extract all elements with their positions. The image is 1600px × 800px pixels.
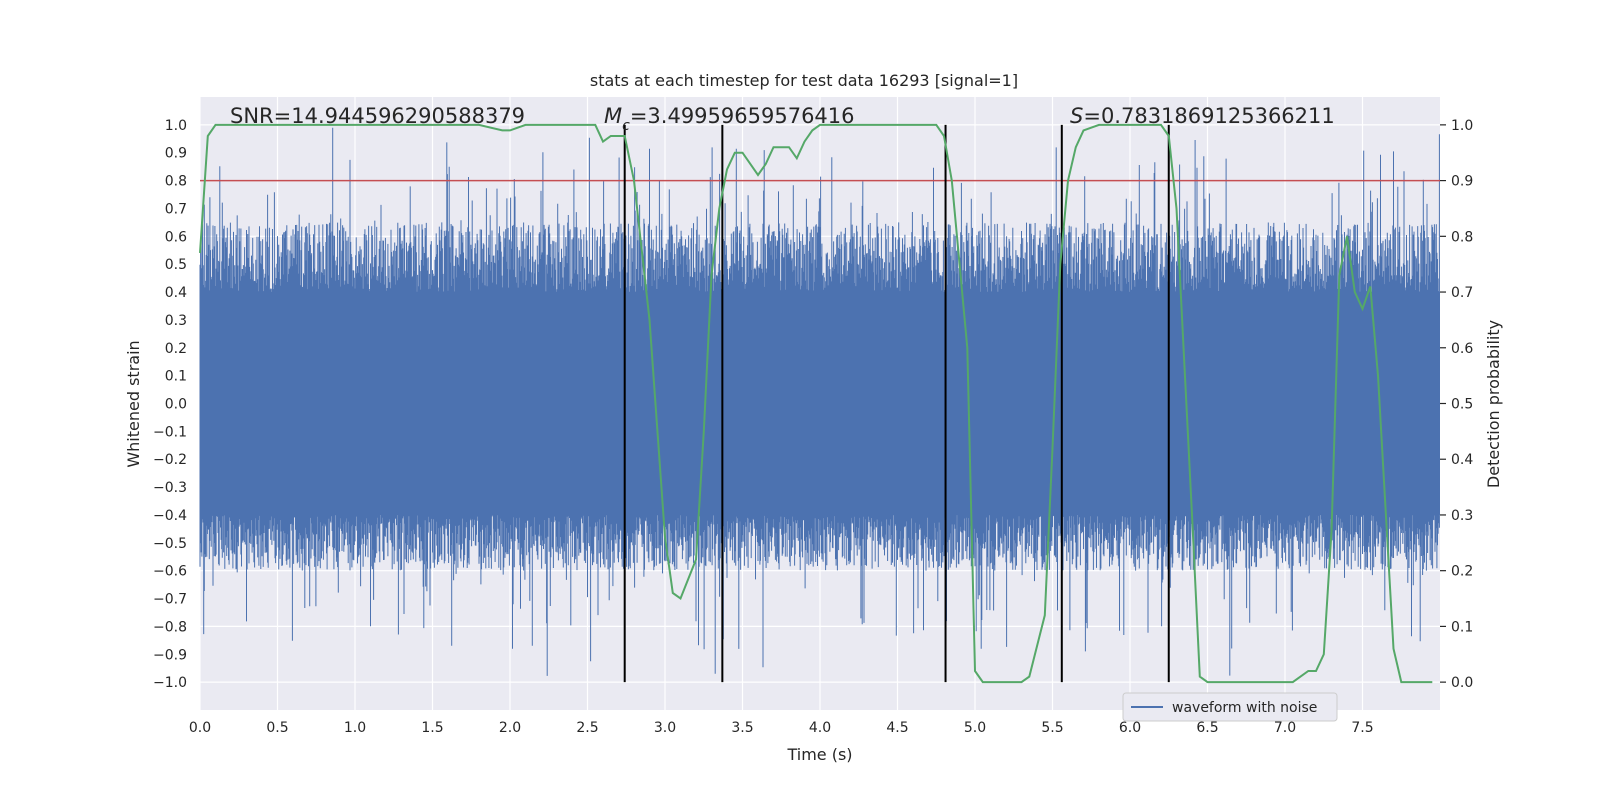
y-right-tick-label: 0.1: [1451, 619, 1473, 635]
detection-probability-series: [199, 123, 1433, 684]
x-tick-label: 6.5: [1196, 720, 1218, 736]
y-left-tick-label: 0.3: [165, 313, 187, 329]
s-annotation: S=0.7831869125366211: [1070, 104, 1335, 128]
y-right-tick-label: 0.2: [1451, 564, 1473, 580]
y-right-tick-label: 0.8: [1451, 229, 1473, 245]
waveform-series: [199, 127, 1440, 676]
x-axis-label: Time (s): [786, 745, 852, 764]
x-tick-label: 3.0: [654, 720, 676, 736]
chirp-mass-annotation: Mc=3.49959659576416: [604, 104, 855, 134]
y-left-tick-label: −0.9: [153, 647, 187, 663]
x-tick-label: 7.0: [1274, 720, 1296, 736]
y-left-axis-label: Whitened strain: [124, 340, 143, 467]
y-right-axis-label: Detection probability: [1484, 320, 1503, 488]
x-tick-label: 0.0: [189, 720, 211, 736]
s-symbol: S: [1070, 104, 1083, 128]
s-value: =0.7831869125366211: [1083, 104, 1334, 128]
y-left-tick-label: −0.4: [153, 508, 187, 524]
x-axis-ticks: 0.0 0.5 1.0 1.5 2.0 2.5 3.0 3.5 4.0 4.5 5.0 5.5 6.0 6…: [189, 720, 1374, 736]
legend-frame: [1122, 692, 1338, 722]
x-tick-label: 6.0: [1119, 720, 1141, 736]
y-right-tick-label: 0.3: [1451, 508, 1473, 524]
chirp-mass-subscript: c: [622, 118, 630, 134]
y-left-tick-label: 0.8: [165, 174, 187, 190]
y-right-tick-label: 0.4: [1451, 452, 1473, 468]
x-tick-label: 2.5: [576, 720, 598, 736]
y-left-axis-ticks: 1.0 0.9 0.8 0.7 0.6 0.5 0.4 0.3 0.2 0.1 0.0 −0.1 −0.…: [153, 118, 187, 691]
waveform-line: [199, 127, 1440, 676]
snr-annotation: SNR=14.944596290588379: [230, 104, 525, 128]
y-right-tick-label: 1.0: [1451, 118, 1473, 134]
y-right-tick-label: 0.6: [1451, 341, 1473, 357]
y-right-tick-label: 0.7: [1451, 285, 1473, 301]
x-tick-label: 4.5: [886, 720, 908, 736]
y-left-tick-label: −0.1: [153, 424, 187, 440]
y-left-tick-label: −0.7: [153, 592, 187, 608]
y-left-tick-label: 0.5: [165, 257, 187, 273]
y-left-tick-label: 0.7: [165, 201, 187, 217]
y-left-tick-label: −0.8: [153, 619, 187, 635]
y-left-tick-label: 0.1: [165, 369, 187, 385]
y-left-tick-label: 0.0: [165, 397, 187, 413]
legend: waveform with noise: [1122, 692, 1338, 722]
x-tick-label: 2.0: [499, 720, 521, 736]
y-left-tick-label: 1.0: [165, 118, 187, 134]
y-left-tick-label: −0.5: [153, 536, 187, 552]
chirp-mass-symbol: M: [604, 104, 622, 128]
y-left-tick-label: 0.6: [165, 229, 187, 245]
chart-title: stats at each timestep for test data 162…: [590, 71, 1018, 90]
y-left-tick-label: −1.0: [153, 675, 187, 691]
x-tick-label: 4.0: [809, 720, 831, 736]
y-left-tick-label: −0.3: [153, 480, 187, 496]
y-right-tick-label: 0.5: [1451, 397, 1473, 413]
x-tick-label: 0.5: [266, 720, 288, 736]
x-tick-label: 3.5: [731, 720, 753, 736]
legend-label-waveform: waveform with noise: [1172, 700, 1317, 716]
y-left-tick-label: −0.2: [153, 452, 187, 468]
y-right-tick-label: 0.9: [1451, 174, 1473, 190]
x-tick-label: 1.5: [421, 720, 443, 736]
y-left-tick-label: 0.9: [165, 146, 187, 162]
x-tick-label: 5.5: [1041, 720, 1063, 736]
y-right-axis-ticks: 1.0 0.9 0.8 0.7 0.6 0.5 0.4 0.3 0.2 0.1 0.0: [1440, 118, 1473, 691]
x-tick-label: 1.0: [344, 720, 366, 736]
y-left-tick-label: 0.2: [165, 341, 187, 357]
y-left-tick-label: −0.6: [153, 564, 187, 580]
vertical-marker-lines: [623, 124, 1170, 683]
y-left-tick-label: 0.4: [165, 285, 187, 301]
y-right-tick-label: 0.0: [1451, 675, 1473, 691]
x-tick-label: 5.0: [964, 720, 986, 736]
x-tick-label: 7.5: [1351, 720, 1373, 736]
detection-probability-line: [199, 123, 1433, 684]
chirp-mass-value: =3.49959659576416: [630, 104, 855, 128]
